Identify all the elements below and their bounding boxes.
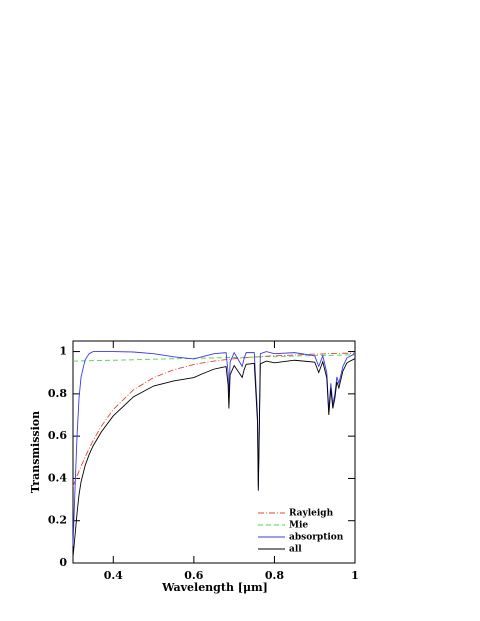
y-tick-label: 0.4 (48, 471, 67, 484)
x-axis-label: Wavelength [μm] (161, 581, 268, 594)
plot-frame (72, 340, 356, 564)
legend-label: Rayleigh (289, 509, 334, 519)
legend-label: absorption (289, 533, 344, 543)
y-tick-label: 0.2 (48, 514, 67, 527)
y-axis-label: Transmission (29, 411, 42, 493)
y-tick-label: 0.8 (48, 387, 67, 400)
series-line (72, 358, 356, 558)
x-tick-label: 0.6 (184, 569, 203, 582)
x-tick-label: 1 (351, 569, 359, 582)
y-tick-label: 1 (59, 345, 67, 358)
legend-label: all (289, 545, 302, 555)
legend-label: Mie (289, 521, 308, 531)
x-tick-label: 0.8 (265, 569, 284, 582)
x-tick-label: 0.4 (104, 569, 123, 582)
y-tick-label: 0.6 (48, 429, 67, 442)
series-line (72, 352, 355, 487)
y-tick-label: 0 (59, 556, 67, 569)
